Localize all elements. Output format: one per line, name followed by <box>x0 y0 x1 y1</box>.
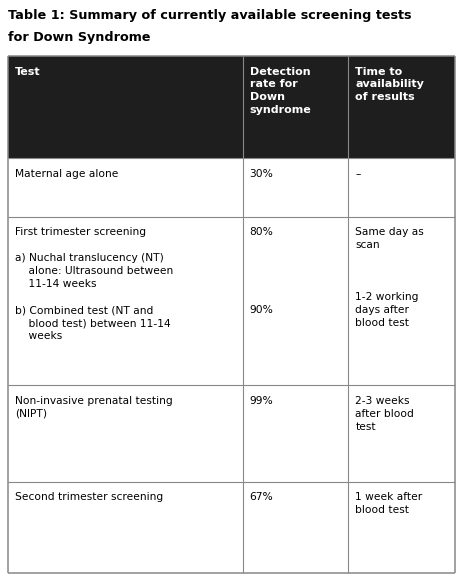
Bar <box>8 482 243 573</box>
Bar <box>8 159 243 217</box>
Text: 1 week after
blood test: 1 week after blood test <box>356 492 423 515</box>
Bar <box>8 385 243 482</box>
Text: Test: Test <box>15 67 41 76</box>
Bar <box>243 159 349 217</box>
Bar <box>349 385 455 482</box>
Bar <box>349 217 455 385</box>
Bar <box>243 56 349 159</box>
Text: Table 1: Summary of currently available screening tests: Table 1: Summary of currently available … <box>8 9 412 22</box>
Text: First trimester screening

a) Nuchal translucency (NT)
    alone: Ultrasound bet: First trimester screening a) Nuchal tran… <box>15 227 174 341</box>
Bar <box>349 56 455 159</box>
Text: 80%





90%: 80% 90% <box>250 227 274 315</box>
Text: Detection
rate for
Down
syndrome: Detection rate for Down syndrome <box>250 67 311 115</box>
Bar <box>349 159 455 217</box>
Text: 99%: 99% <box>250 395 273 406</box>
Text: Maternal age alone: Maternal age alone <box>15 169 119 179</box>
Text: for Down Syndrome: for Down Syndrome <box>8 31 151 44</box>
Text: Non-invasive prenatal testing
(NIPT): Non-invasive prenatal testing (NIPT) <box>15 395 173 419</box>
Text: 67%: 67% <box>250 492 273 503</box>
Text: 30%: 30% <box>250 169 274 179</box>
Text: –: – <box>356 169 361 179</box>
Bar <box>243 482 349 573</box>
Bar <box>349 482 455 573</box>
Text: Second trimester screening: Second trimester screening <box>15 492 163 503</box>
Bar <box>8 217 243 385</box>
Bar <box>243 385 349 482</box>
Bar <box>8 56 243 159</box>
Text: 2-3 weeks
after blood
test: 2-3 weeks after blood test <box>356 395 414 432</box>
Text: Time to
availability
of results: Time to availability of results <box>356 67 424 102</box>
Bar <box>243 217 349 385</box>
Text: Same day as
scan



1-2 working
days after
blood test: Same day as scan 1-2 working days after … <box>356 227 424 328</box>
